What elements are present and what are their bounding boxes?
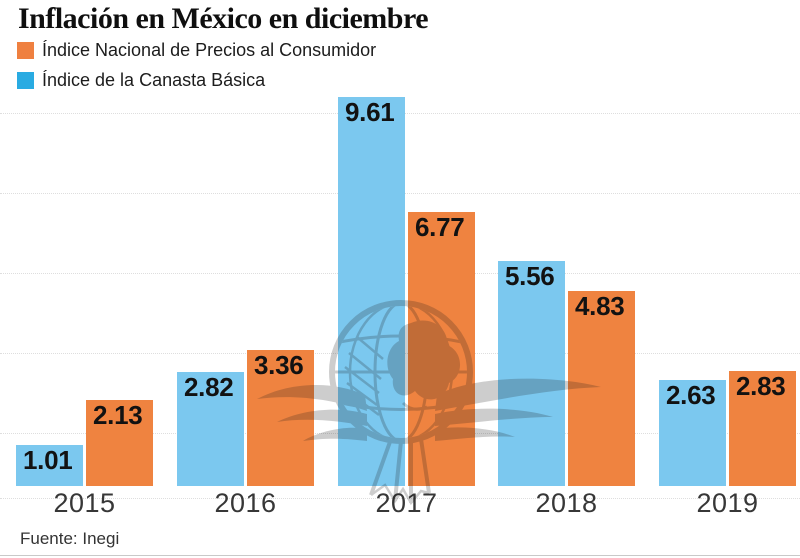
bottom-divider [0, 555, 800, 556]
bar-value-label: 4.83 [575, 291, 625, 321]
bar-canasta-2019: 2.63 [659, 380, 726, 486]
bar-value-label: 9.61 [345, 97, 395, 127]
bar-value-label: 2.63 [666, 380, 716, 410]
bar-canasta-2016: 2.82 [177, 372, 244, 486]
legend-item-inpc: Índice Nacional de Precios al Consumidor [17, 40, 377, 60]
bar-inpc-2017: 6.77 [408, 212, 475, 486]
inpc-legend-swatch-icon [17, 42, 34, 59]
x-axis-label-2018: 2018 [535, 488, 598, 518]
x-axis-label-2015: 2015 [53, 488, 116, 518]
x-axis-label-2019: 2019 [696, 488, 759, 518]
x-axis-label-2017: 2017 [375, 488, 438, 518]
inpc-legend-label: Índice Nacional de Precios al Consumidor [42, 40, 377, 60]
bar-canasta-2017: 9.61 [338, 97, 405, 486]
bar-value-label: 2.83 [736, 371, 786, 401]
bar-inpc-2018: 4.83 [568, 291, 635, 486]
bar-value-label: 2.82 [184, 372, 234, 402]
canasta-legend-label: Índice de la Canasta Básica [42, 70, 266, 90]
bar-inpc-2019: 2.83 [729, 371, 796, 486]
gridline [0, 498, 800, 499]
bar-value-label: 5.56 [505, 261, 555, 291]
bar-value-label: 6.77 [415, 212, 465, 242]
bar-canasta-2015: 1.01 [16, 445, 83, 486]
page-title: Inflación en México en diciembre [18, 2, 429, 35]
bar-value-label: 3.36 [254, 350, 304, 380]
bar-inpc-2015: 2.13 [86, 400, 153, 486]
source-note: Fuente: Inegi [20, 529, 120, 548]
legend-item-canasta: Índice de la Canasta Básica [17, 70, 376, 90]
canasta-legend-swatch-icon [17, 72, 34, 89]
bar-value-label: 2.13 [93, 400, 143, 430]
bar-inpc-2016: 3.36 [247, 350, 314, 486]
x-axis-label-2016: 2016 [214, 488, 277, 518]
bar-value-label: 1.01 [23, 445, 73, 475]
legend: Índice Nacional de Precios al Consumidor… [17, 40, 377, 102]
bar-canasta-2018: 5.56 [498, 261, 565, 486]
